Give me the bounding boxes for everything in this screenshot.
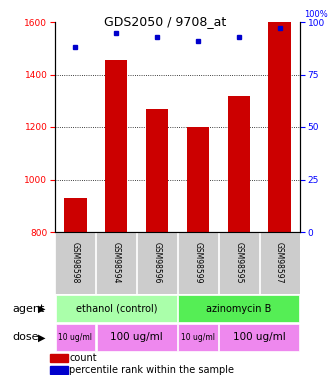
Text: count: count (69, 354, 97, 363)
Bar (187, 127, 209, 232)
Bar (260, 232, 300, 294)
Bar (96, 232, 136, 294)
Text: 100 ug/ml: 100 ug/ml (110, 333, 163, 342)
Text: GSM98598: GSM98598 (71, 242, 80, 284)
Bar (105, 60, 127, 232)
Text: 10 ug/ml: 10 ug/ml (181, 333, 215, 342)
Text: GSM98594: GSM98594 (112, 242, 121, 284)
Bar (268, 22, 291, 232)
Text: GSM98597: GSM98597 (275, 242, 284, 284)
Bar (64, 198, 87, 232)
Bar (227, 96, 250, 232)
Bar (55, 232, 95, 294)
Bar (219, 232, 259, 294)
Text: GSM98599: GSM98599 (193, 242, 203, 284)
Text: GDS2050 / 9708_at: GDS2050 / 9708_at (104, 15, 227, 28)
Text: 100%: 100% (304, 10, 328, 19)
Bar (56, 324, 95, 351)
Bar (146, 109, 168, 232)
Text: ▶: ▶ (38, 303, 46, 313)
Bar (97, 324, 177, 351)
Text: ▶: ▶ (38, 333, 46, 342)
Bar (178, 296, 299, 321)
Text: ethanol (control): ethanol (control) (75, 303, 157, 313)
Text: 100 ug/ml: 100 ug/ml (233, 333, 286, 342)
Bar (178, 324, 217, 351)
Bar (56, 296, 177, 321)
Text: GSM98595: GSM98595 (234, 242, 243, 284)
Bar (137, 232, 177, 294)
Text: dose: dose (12, 333, 38, 342)
Text: azinomycin B: azinomycin B (206, 303, 271, 313)
Text: percentile rank within the sample: percentile rank within the sample (69, 365, 234, 375)
Text: agent: agent (12, 303, 44, 313)
Bar (219, 324, 299, 351)
Bar (50, 354, 68, 362)
Bar (50, 366, 68, 374)
Text: 10 ug/ml: 10 ug/ml (58, 333, 92, 342)
Text: GSM98596: GSM98596 (153, 242, 162, 284)
Bar (178, 232, 218, 294)
